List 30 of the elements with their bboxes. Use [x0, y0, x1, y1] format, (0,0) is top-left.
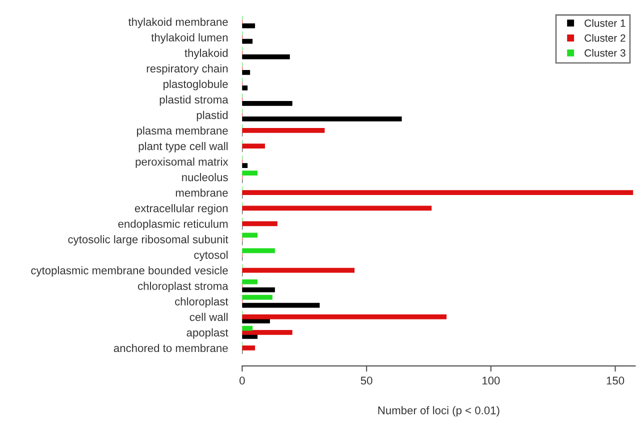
legend-label: Cluster 2 [584, 34, 626, 42]
y-tick-label: cell wall [190, 312, 228, 321]
y-tick-label: apoplast [186, 328, 228, 339]
y-tick-label: membrane [176, 188, 228, 197]
y-tick-label: plastid [196, 110, 228, 122]
y-tick-label: plant type cell wall [138, 142, 228, 152]
y-tick-label: anchored to membrane [114, 344, 228, 352]
y-tick-label: nucleolus [182, 173, 228, 182]
y-tick-label: thylakoid membrane [128, 18, 228, 28]
y-tick-label: extracellular region [134, 204, 228, 214]
legend-label: Cluster 3 [584, 49, 626, 57]
y-tick-label: chloroplast [175, 297, 228, 308]
x-tick-label: 150 [606, 376, 624, 385]
x-tick-label: 100 [482, 376, 500, 385]
y-tick-label: respiratory chain [146, 64, 228, 75]
y-tick-label: chloroplast stroma [138, 282, 228, 292]
legend-label: Cluster 1 [584, 19, 626, 27]
y-tick-label: peroxisomal matrix [136, 158, 228, 168]
x-axis-title: Number of loci (p < 0.01) [378, 406, 500, 417]
y-tick-label: cytoplasmic membrane bounded vesicle [31, 266, 228, 277]
y-tick-label: thylakoid lumen [151, 33, 228, 44]
y-tick-label: thylakoid [184, 48, 228, 60]
y-tick-label: cytosolic large ribosomal subunit [68, 235, 228, 246]
x-tick-label: 50 [360, 376, 372, 385]
y-tick-label: plastoglobule [164, 80, 228, 90]
y-tick-label: endoplasmic reticulum [118, 220, 228, 230]
y-tick-label: plastid stroma [160, 95, 228, 106]
y-tick-label: plasma membrane [137, 126, 228, 137]
y-tick-label: cytosol [194, 250, 228, 262]
x-tick-label: 0 [240, 376, 245, 385]
